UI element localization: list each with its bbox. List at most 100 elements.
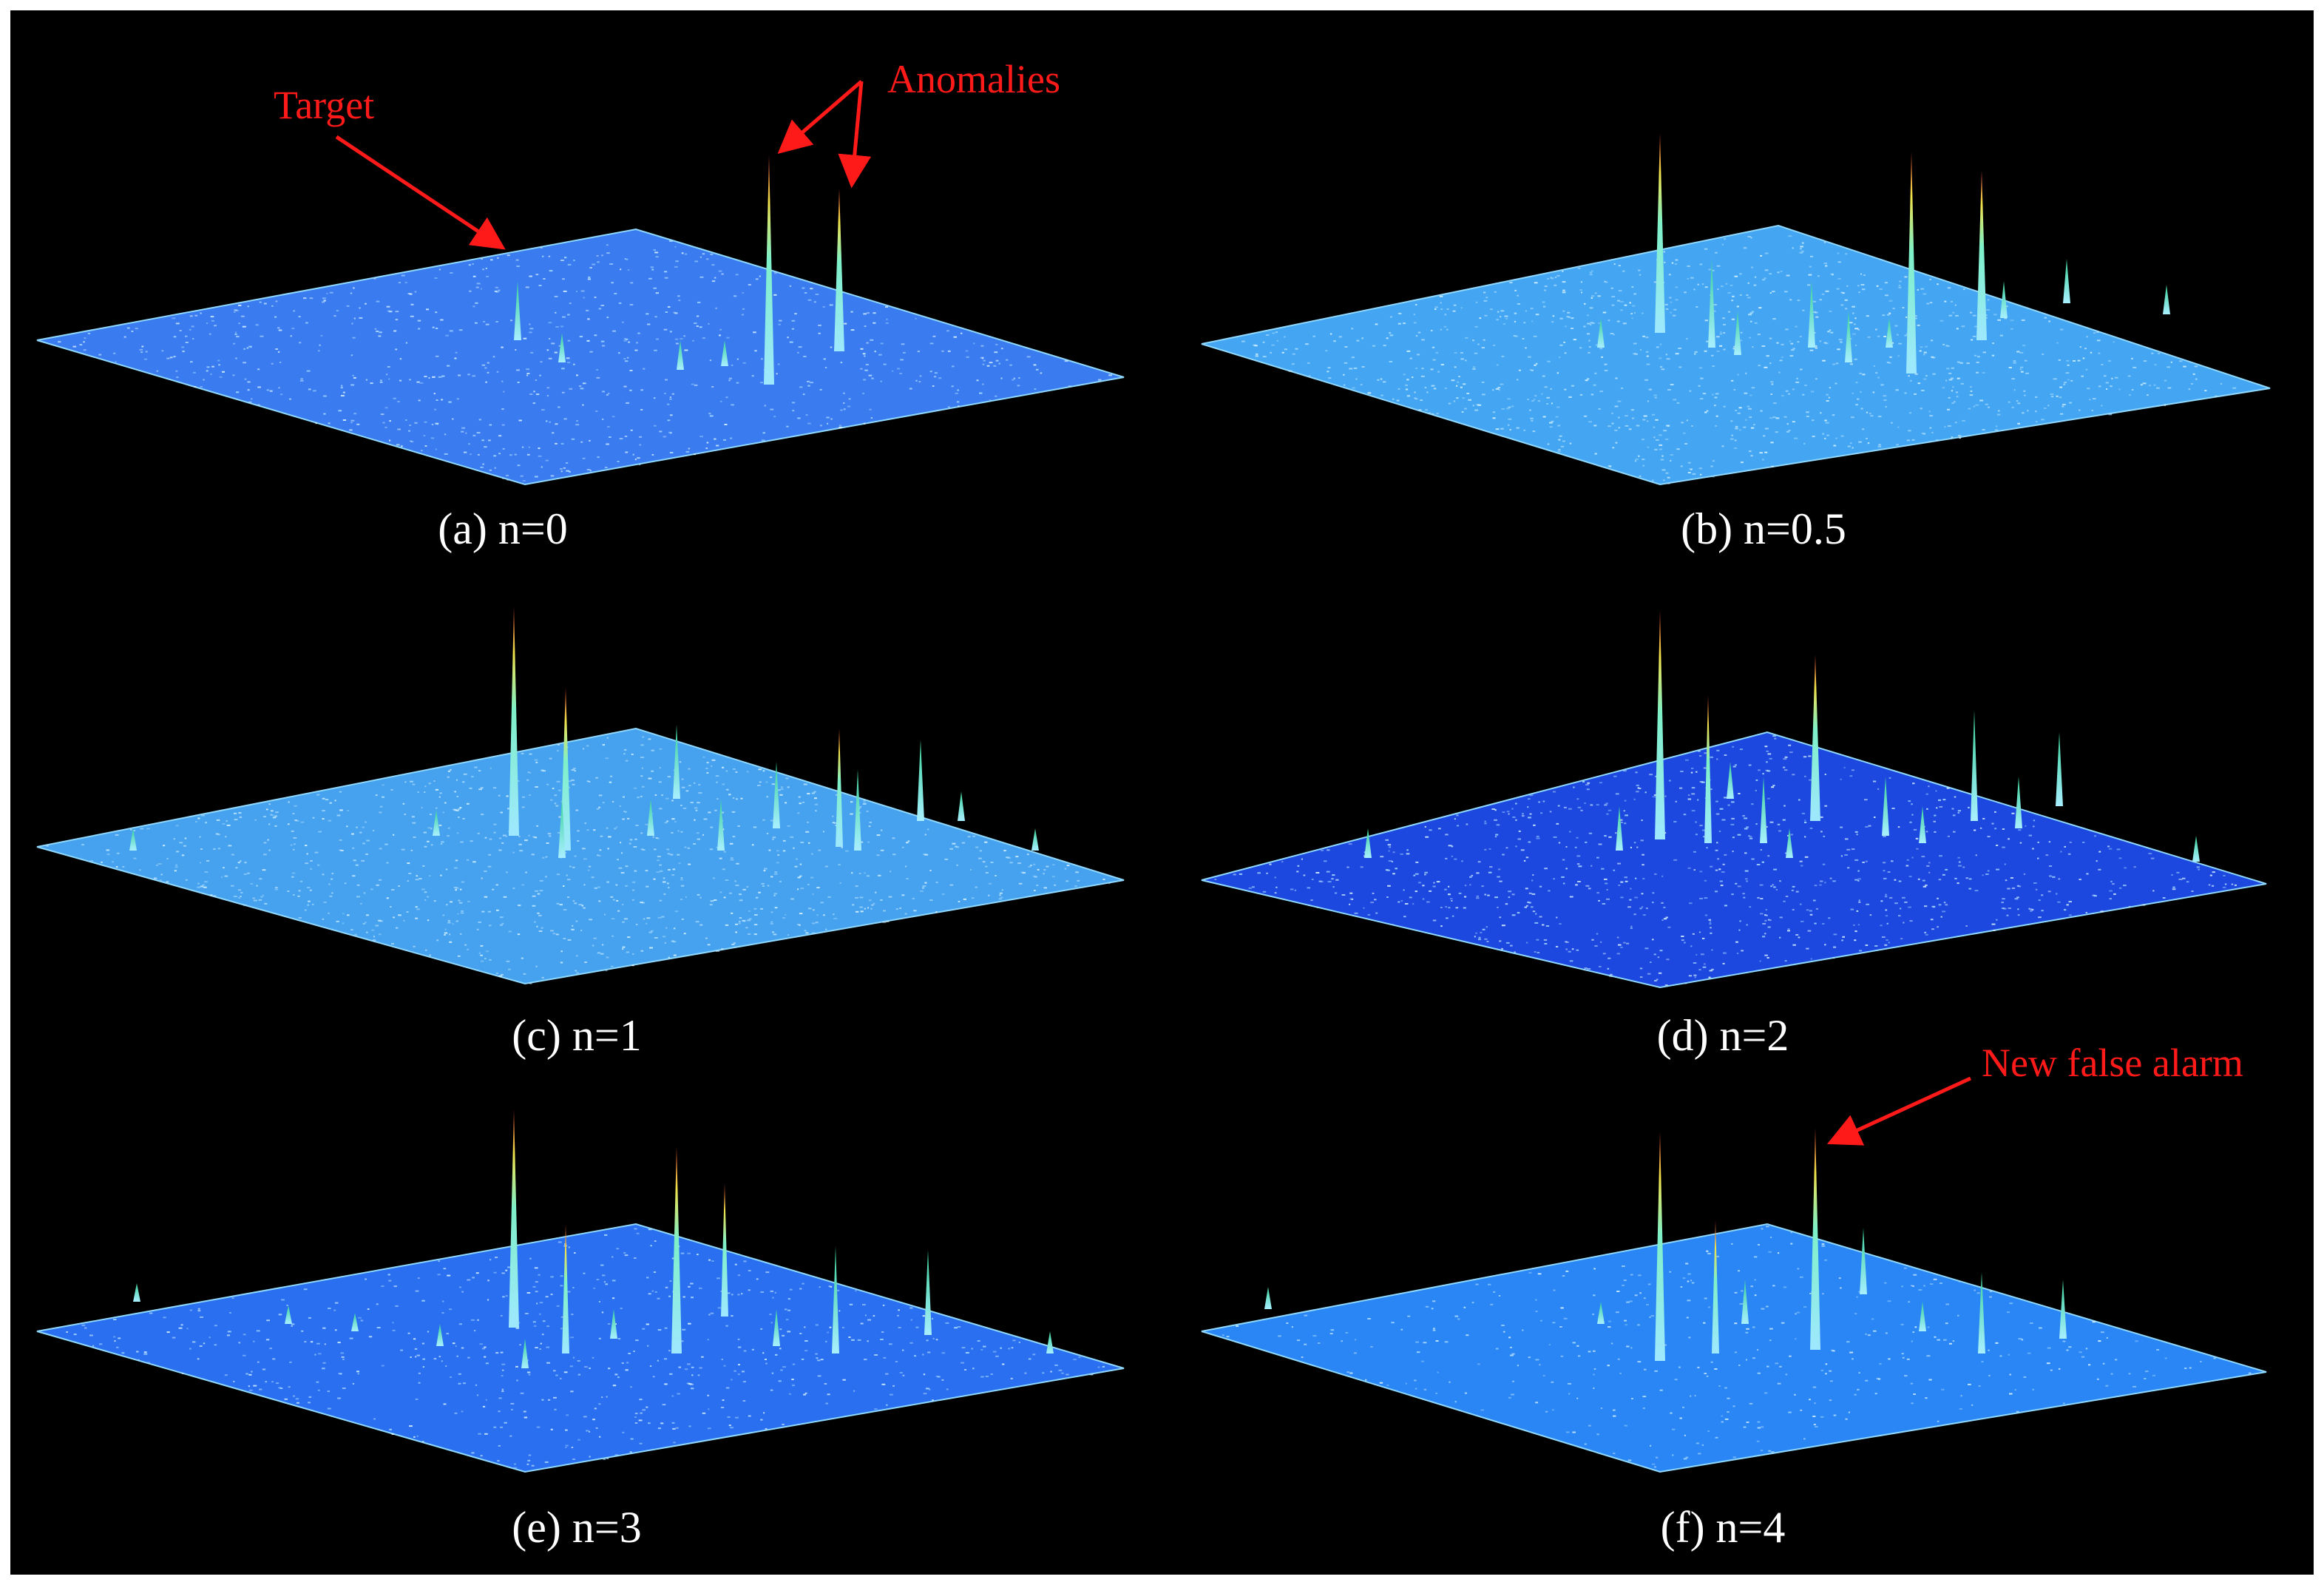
spike-d-12 (1786, 828, 1793, 858)
spike-a-0 (514, 281, 521, 340)
spike-f-6 (1264, 1287, 1272, 1309)
spike-e-1 (562, 1224, 569, 1353)
spike-f-7 (1597, 1302, 1605, 1324)
target-arrow (335, 135, 506, 250)
spike-b-6 (2163, 285, 2170, 314)
spike-d-1 (1704, 695, 1712, 843)
spike-b-11 (2000, 281, 2008, 318)
spike-f-1 (1712, 1220, 1719, 1353)
spike-d-10 (2192, 836, 2200, 862)
spike-a-5 (721, 340, 728, 366)
spike-c-8 (854, 769, 861, 851)
surface-texture-f (1222, 1226, 2252, 1468)
spike-c-13 (129, 828, 137, 851)
spike-c-2 (836, 729, 843, 847)
spike-d-2 (1810, 655, 1820, 821)
spike-a-1 (764, 155, 774, 385)
surface-texture-c (46, 736, 1111, 984)
spike-e-9 (610, 1309, 617, 1339)
spike-c-1 (560, 688, 571, 851)
spike-a-2 (834, 189, 844, 351)
spike-e-11 (1046, 1331, 1054, 1353)
panel-b (1201, 133, 2271, 486)
anomalies-arrow-2 (838, 81, 872, 189)
spike-f-5 (2059, 1280, 2067, 1339)
spike-e-8 (133, 1283, 140, 1302)
caption-c: (c) n=1 (512, 1011, 641, 1060)
spike-d-5 (1760, 777, 1767, 843)
caption-f: (f) n=4 (1661, 1503, 1786, 1552)
spike-c-12 (1031, 828, 1039, 851)
spike-b-0 (1655, 133, 1665, 333)
annotation-target: Target (274, 83, 506, 250)
spike-e-3 (721, 1183, 728, 1317)
spike-d-0 (1655, 610, 1665, 839)
spike-f-2 (1810, 1128, 1820, 1350)
surface-d (1201, 731, 2267, 989)
spike-d-7 (2015, 777, 2022, 828)
panel-e (36, 1109, 1125, 1473)
spike-b-10 (1597, 318, 1605, 348)
spike-f-9 (1741, 1280, 1749, 1324)
spike-b-5 (2063, 259, 2070, 303)
spike-b-9 (1886, 318, 1893, 348)
spike-f-3 (1860, 1228, 1867, 1294)
spike-e-7 (351, 1313, 359, 1331)
spike-f-8 (1919, 1302, 1926, 1331)
spike-e-6 (436, 1324, 444, 1346)
spike-b-1 (1906, 152, 1917, 374)
spike-d-9 (1919, 806, 1926, 843)
caption-d: (d) n=2 (1657, 1011, 1789, 1060)
surface-texture-b (1241, 235, 2237, 484)
surface-a (36, 228, 1125, 486)
annotation-anomalies-label: Anomalies (887, 57, 1060, 101)
caption-b: (b) n=0.5 (1681, 504, 1846, 553)
annotation-target-label: Target (274, 83, 374, 127)
spike-e-4 (832, 1246, 839, 1353)
spike-b-4 (1808, 281, 1815, 348)
anomalies-arrow-1 (777, 80, 863, 154)
spike-c-7 (773, 762, 780, 828)
surface-f (1201, 1223, 2267, 1473)
new-false-alarm-arrow (1826, 1076, 1972, 1146)
spike-e-2 (671, 1146, 682, 1353)
spike-a-4 (677, 340, 684, 370)
spike-d-8 (1616, 806, 1623, 851)
spike-c-3 (917, 740, 924, 821)
spike-c-4 (673, 725, 680, 799)
spike-e-10 (773, 1309, 780, 1346)
spike-e-13 (521, 1339, 529, 1368)
panel-a (36, 155, 1125, 486)
spike-d-13 (1727, 762, 1734, 799)
spike-c-6 (717, 799, 725, 851)
spike-b-7 (1845, 311, 1852, 362)
surface-e (36, 1223, 1125, 1473)
annotation-new-false-alarm-label: New false alarm (1982, 1041, 2243, 1085)
surface-texture-a (58, 240, 1112, 482)
spike-b-2 (1976, 170, 1987, 340)
annotation-new-false-alarm: New false alarm (1826, 1041, 2243, 1146)
panel-f (1201, 1128, 2267, 1473)
surface-c (36, 727, 1125, 985)
spike-a-3 (558, 333, 566, 362)
panel-c (36, 606, 1125, 985)
annotation-anomalies: Anomalies (777, 57, 1060, 189)
spike-d-3 (1971, 710, 1978, 821)
spike-c-11 (433, 810, 440, 836)
surface-texture-e (66, 1228, 1105, 1469)
spike-d-4 (2056, 732, 2063, 806)
spike-f-0 (1655, 1132, 1665, 1361)
spike-e-5 (924, 1250, 932, 1335)
spike-d-11 (1364, 828, 1372, 858)
surface-texture-d (1214, 735, 2237, 986)
spike-c-5 (558, 799, 566, 858)
spike-e-12 (285, 1305, 292, 1324)
spike-b-8 (1734, 311, 1741, 355)
spike-c-0 (509, 606, 519, 836)
caption-a: (a) n=0 (438, 504, 567, 553)
panel-d (1201, 610, 2267, 989)
caption-e: (e) n=3 (512, 1503, 641, 1552)
spike-b-3 (1708, 259, 1715, 348)
spike-c-10 (958, 791, 965, 821)
